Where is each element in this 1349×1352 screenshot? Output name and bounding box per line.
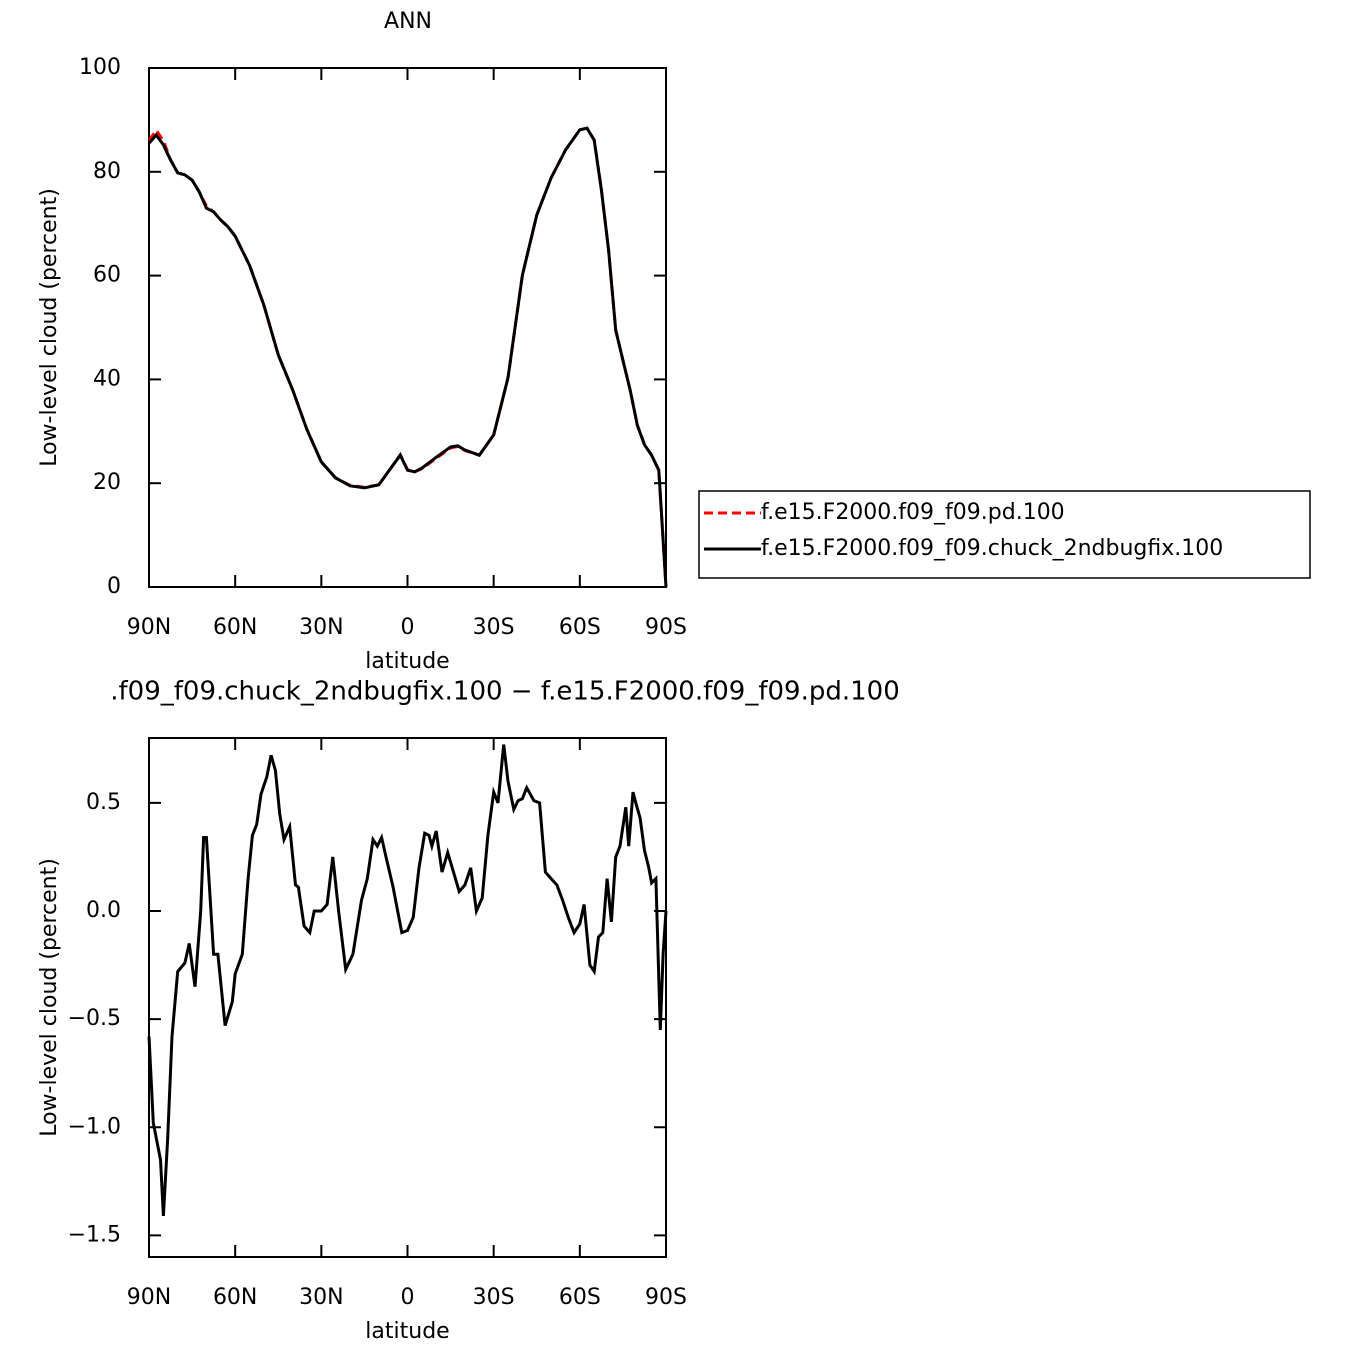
x-tick-label: 30S [473, 1285, 515, 1310]
y-tick-label: 40 [93, 366, 121, 391]
legend-label: f.e15.F2000.f09_f09.pd.100 [761, 500, 1065, 525]
y-tick-label: 80 [93, 159, 121, 184]
chart-title: ANN [384, 9, 432, 34]
y-tick-label: −1.0 [68, 1114, 121, 1139]
y-tick-label: −0.5 [68, 1006, 121, 1031]
legend-box [698, 490, 1311, 579]
y-tick-label: 20 [93, 470, 121, 495]
line-series [147, 126, 668, 588]
y-tick-label: 0 [107, 574, 121, 599]
x-tick-label: 30N [299, 615, 343, 640]
y-tick-label: 100 [79, 55, 121, 80]
x-axis-label: latitude [365, 1319, 449, 1344]
y-tick-label: 60 [93, 263, 121, 288]
x-tick-label: 60N [213, 615, 257, 640]
x-axis-label: latitude [365, 649, 449, 674]
line-series [147, 126, 668, 588]
x-tick-label: 60S [559, 1285, 601, 1310]
x-tick-label: 90S [645, 1285, 687, 1310]
y-axis-label: Low-level cloud (percent) [37, 188, 62, 467]
x-tick-label: 90N [127, 1285, 171, 1310]
x-tick-label: 60S [559, 615, 601, 640]
y-tick-label: 0.0 [86, 898, 121, 923]
x-tick-label: 90S [645, 615, 687, 640]
plot-frame [148, 737, 667, 1258]
x-tick-label: 60N [213, 1285, 257, 1310]
plot-frame [148, 67, 667, 588]
x-tick-label: 30S [473, 615, 515, 640]
x-tick-label: 90N [127, 615, 171, 640]
y-tick-label: −1.5 [68, 1222, 121, 1247]
legend-label: f.e15.F2000.f09_f09.chuck_2ndbugfix.100 [761, 536, 1223, 561]
y-tick-label: 0.5 [86, 790, 121, 815]
y-axis-label: Low-level cloud (percent) [37, 858, 62, 1137]
line-series [147, 744, 668, 1216]
chart-title: .f09_f09.chuck_2ndbugfix.100 − f.e15.F20… [110, 677, 899, 707]
x-tick-label: 0 [401, 615, 415, 640]
x-tick-label: 30N [299, 1285, 343, 1310]
x-tick-label: 0 [401, 1285, 415, 1310]
